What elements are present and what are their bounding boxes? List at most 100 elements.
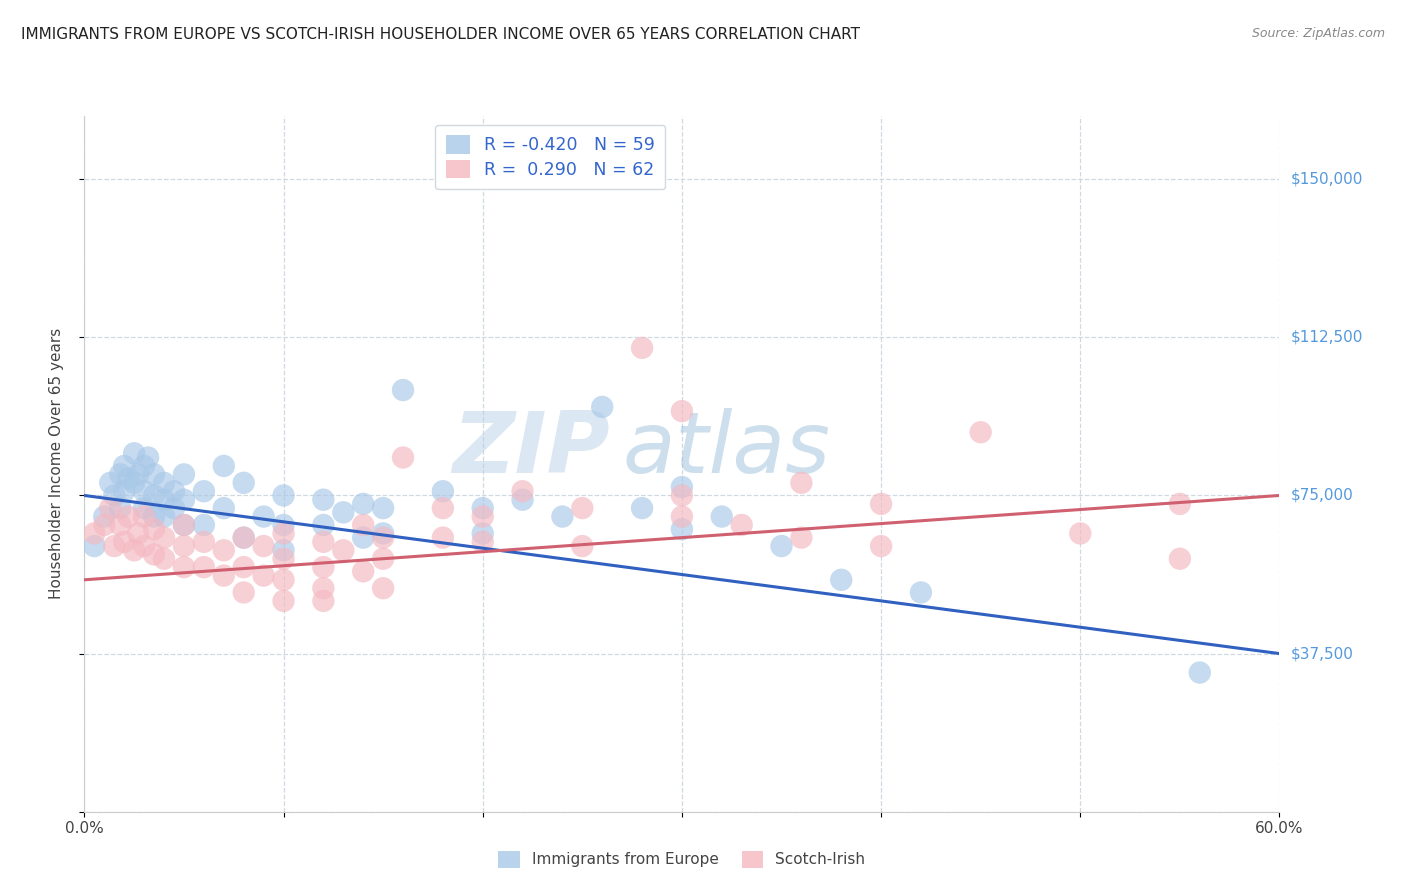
Point — [352, 531, 374, 545]
Point — [173, 539, 195, 553]
Point — [112, 484, 135, 499]
Point — [173, 492, 195, 507]
Point — [512, 492, 534, 507]
Point — [193, 560, 215, 574]
Point — [143, 488, 166, 502]
Point — [790, 475, 813, 490]
Point — [153, 509, 176, 524]
Point — [332, 543, 354, 558]
Point — [232, 585, 254, 599]
Point — [471, 509, 494, 524]
Point — [127, 467, 149, 482]
Point — [253, 539, 276, 553]
Point — [163, 501, 186, 516]
Point — [193, 518, 215, 533]
Text: $150,000: $150,000 — [1291, 172, 1362, 186]
Point — [790, 531, 813, 545]
Point — [173, 518, 195, 533]
Point — [273, 488, 295, 502]
Point — [153, 492, 176, 507]
Point — [153, 551, 176, 566]
Point — [671, 480, 693, 494]
Point — [173, 560, 195, 574]
Point — [132, 539, 156, 553]
Point — [132, 484, 156, 499]
Point — [512, 484, 534, 499]
Point — [83, 526, 105, 541]
Point — [471, 526, 494, 541]
Point — [193, 484, 215, 499]
Point — [112, 458, 135, 473]
Point — [352, 565, 374, 579]
Point — [232, 531, 254, 545]
Point — [471, 501, 494, 516]
Point — [83, 539, 105, 553]
Point — [1188, 665, 1211, 680]
Point — [371, 501, 394, 516]
Point — [136, 450, 159, 465]
Text: ZIP: ZIP — [453, 409, 610, 491]
Text: $75,000: $75,000 — [1291, 488, 1354, 503]
Text: IMMIGRANTS FROM EUROPE VS SCOTCH-IRISH HOUSEHOLDER INCOME OVER 65 YEARS CORRELAT: IMMIGRANTS FROM EUROPE VS SCOTCH-IRISH H… — [21, 27, 860, 42]
Point — [1168, 551, 1191, 566]
Point — [312, 581, 335, 595]
Point — [273, 526, 295, 541]
Point — [970, 425, 993, 440]
Point — [731, 518, 754, 533]
Point — [232, 560, 254, 574]
Point — [830, 573, 852, 587]
Point — [432, 484, 454, 499]
Point — [432, 531, 454, 545]
Point — [117, 509, 139, 524]
Point — [98, 475, 121, 490]
Point — [253, 568, 276, 582]
Point — [273, 543, 295, 558]
Point — [122, 446, 145, 460]
Text: $112,500: $112,500 — [1291, 330, 1362, 345]
Point — [212, 543, 235, 558]
Point — [163, 484, 186, 499]
Point — [392, 383, 415, 397]
Point — [110, 518, 132, 533]
Point — [103, 488, 125, 502]
Text: atlas: atlas — [621, 409, 830, 491]
Point — [273, 518, 295, 533]
Point — [312, 560, 335, 574]
Point — [870, 497, 893, 511]
Point — [332, 505, 354, 519]
Text: $37,500: $37,500 — [1291, 646, 1354, 661]
Point — [571, 539, 593, 553]
Point — [910, 585, 932, 599]
Legend: Immigrants from Europe, Scotch-Irish: Immigrants from Europe, Scotch-Irish — [492, 845, 872, 873]
Point — [103, 539, 125, 553]
Point — [122, 543, 145, 558]
Point — [471, 534, 494, 549]
Point — [98, 501, 121, 516]
Point — [312, 492, 335, 507]
Point — [710, 509, 733, 524]
Point — [122, 475, 145, 490]
Point — [870, 539, 893, 553]
Point — [671, 404, 693, 418]
Point — [132, 458, 156, 473]
Point — [352, 518, 374, 533]
Point — [253, 509, 276, 524]
Point — [173, 518, 195, 533]
Point — [551, 509, 574, 524]
Point — [93, 509, 115, 524]
Text: Source: ZipAtlas.com: Source: ZipAtlas.com — [1251, 27, 1385, 40]
Point — [631, 341, 654, 355]
Point — [212, 501, 235, 516]
Point — [132, 501, 156, 516]
Point — [132, 509, 156, 524]
Point — [117, 472, 139, 486]
Point — [153, 475, 176, 490]
Point — [770, 539, 793, 553]
Point — [631, 501, 654, 516]
Point — [110, 501, 132, 516]
Point — [371, 526, 394, 541]
Point — [571, 501, 593, 516]
Point — [232, 531, 254, 545]
Point — [1069, 526, 1091, 541]
Point — [432, 501, 454, 516]
